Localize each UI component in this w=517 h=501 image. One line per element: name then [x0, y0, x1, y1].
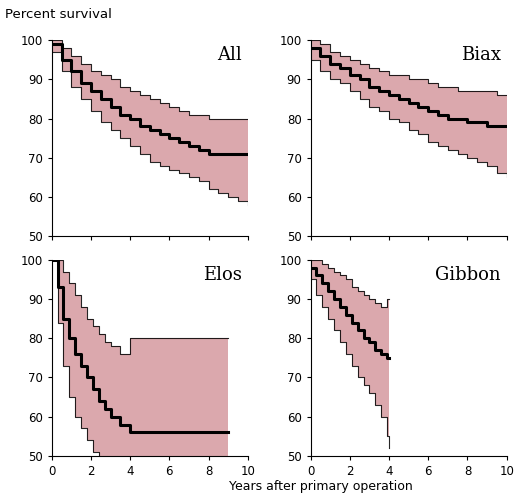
Text: All: All [217, 46, 242, 64]
Text: Percent survival: Percent survival [5, 8, 112, 21]
Text: Biax: Biax [461, 46, 501, 64]
Text: Elos: Elos [203, 266, 242, 284]
Text: Years after primary operation: Years after primary operation [229, 480, 413, 493]
Text: Gibbon: Gibbon [435, 266, 501, 284]
